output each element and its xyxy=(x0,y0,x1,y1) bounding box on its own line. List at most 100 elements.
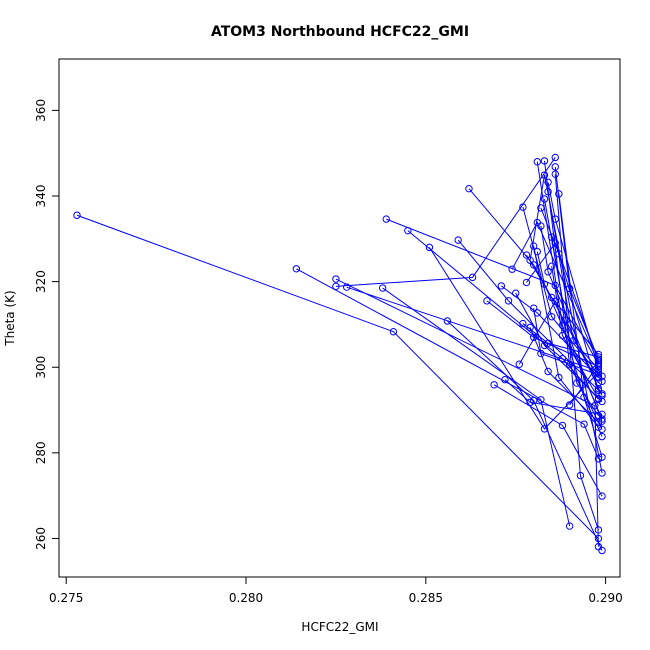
y-tick-label: 300 xyxy=(34,356,48,379)
series-line xyxy=(335,157,556,287)
data-point xyxy=(332,275,340,283)
data-point xyxy=(580,393,588,401)
data-point xyxy=(382,215,390,223)
data-point xyxy=(389,327,398,336)
y-tick-label: 340 xyxy=(34,185,48,208)
series-line xyxy=(533,245,599,428)
series-line xyxy=(76,214,599,539)
series-line xyxy=(493,384,603,497)
data-point xyxy=(551,163,559,171)
data-point xyxy=(537,222,545,230)
series-line xyxy=(547,182,603,382)
data-point xyxy=(565,360,574,369)
chart-title: ATOM3 Northbound HCFC22_GMI xyxy=(211,24,469,40)
data-point xyxy=(526,323,534,332)
series-line xyxy=(554,174,599,531)
data-point xyxy=(378,284,387,292)
data-point xyxy=(565,522,574,530)
y-tick-label: 360 xyxy=(34,99,48,122)
data-point xyxy=(562,316,570,324)
series-line xyxy=(526,242,599,361)
data-point xyxy=(544,339,552,347)
data-point xyxy=(540,171,549,179)
data-point xyxy=(526,256,534,264)
series-line xyxy=(501,285,599,378)
data-point xyxy=(540,195,549,203)
data-point xyxy=(580,420,588,428)
data-point xyxy=(508,265,516,273)
y-tick-label: 320 xyxy=(34,270,48,293)
data-point xyxy=(569,336,577,345)
data-point xyxy=(598,432,606,441)
data-point xyxy=(533,158,541,166)
data-point xyxy=(555,250,563,258)
series-line xyxy=(529,327,599,423)
data-point xyxy=(332,282,340,291)
data-point xyxy=(598,453,606,461)
data-point xyxy=(292,265,301,273)
data-point xyxy=(547,262,556,270)
series-line xyxy=(540,207,599,391)
data-point xyxy=(497,282,506,290)
data-point xyxy=(551,215,559,223)
data-point xyxy=(598,415,606,423)
data-point xyxy=(547,313,556,321)
data-point xyxy=(598,469,606,477)
data-point xyxy=(551,153,559,162)
x-axis-label: HCFC22_GMI xyxy=(301,620,378,634)
series-line xyxy=(386,218,599,365)
data-point xyxy=(544,367,552,376)
data-point xyxy=(594,353,603,361)
series-line xyxy=(296,268,599,460)
data-point xyxy=(594,355,603,363)
data-point xyxy=(425,243,434,252)
data-point xyxy=(490,381,498,389)
data-point xyxy=(594,350,603,359)
series-line xyxy=(335,278,599,547)
data-point xyxy=(555,373,563,382)
series-line xyxy=(551,266,599,399)
data-point xyxy=(501,375,509,384)
data-point xyxy=(594,423,603,431)
data-point xyxy=(533,247,541,256)
data-point xyxy=(540,280,549,288)
data-point xyxy=(483,297,491,305)
x-tick-label: 0.280 xyxy=(229,591,263,605)
data-point xyxy=(598,492,606,500)
data-point xyxy=(522,251,531,259)
series-line xyxy=(511,221,599,364)
data-point xyxy=(594,373,603,381)
series-line xyxy=(447,320,603,551)
data-point xyxy=(544,188,552,196)
data-point xyxy=(598,546,606,555)
data-point xyxy=(537,396,545,404)
data-point xyxy=(558,321,567,329)
data-point xyxy=(598,410,606,419)
data-point xyxy=(468,273,477,282)
data-point xyxy=(529,333,538,341)
x-tick-label: 0.275 xyxy=(49,591,83,605)
data-point xyxy=(465,185,473,193)
data-point xyxy=(529,396,538,405)
series-line xyxy=(515,292,603,402)
series-layer xyxy=(73,153,606,555)
x-tick-label: 0.290 xyxy=(588,591,622,605)
data-point xyxy=(540,157,549,165)
series-line xyxy=(428,247,599,430)
data-point xyxy=(573,379,581,387)
x-tick-label: 0.285 xyxy=(409,591,443,605)
data-point xyxy=(515,360,524,368)
data-point xyxy=(598,372,606,380)
series-line xyxy=(522,323,599,358)
plot-frame xyxy=(58,58,621,578)
series-line xyxy=(554,166,599,360)
data-point xyxy=(342,283,351,291)
x-axis: 0.275 0.280 0.285 0.290 xyxy=(49,576,623,605)
data-point xyxy=(522,278,531,287)
data-point xyxy=(558,331,567,340)
data-point xyxy=(576,471,585,480)
data-point xyxy=(565,284,574,293)
series-line xyxy=(536,251,603,420)
y-tick-label: 260 xyxy=(34,527,48,550)
